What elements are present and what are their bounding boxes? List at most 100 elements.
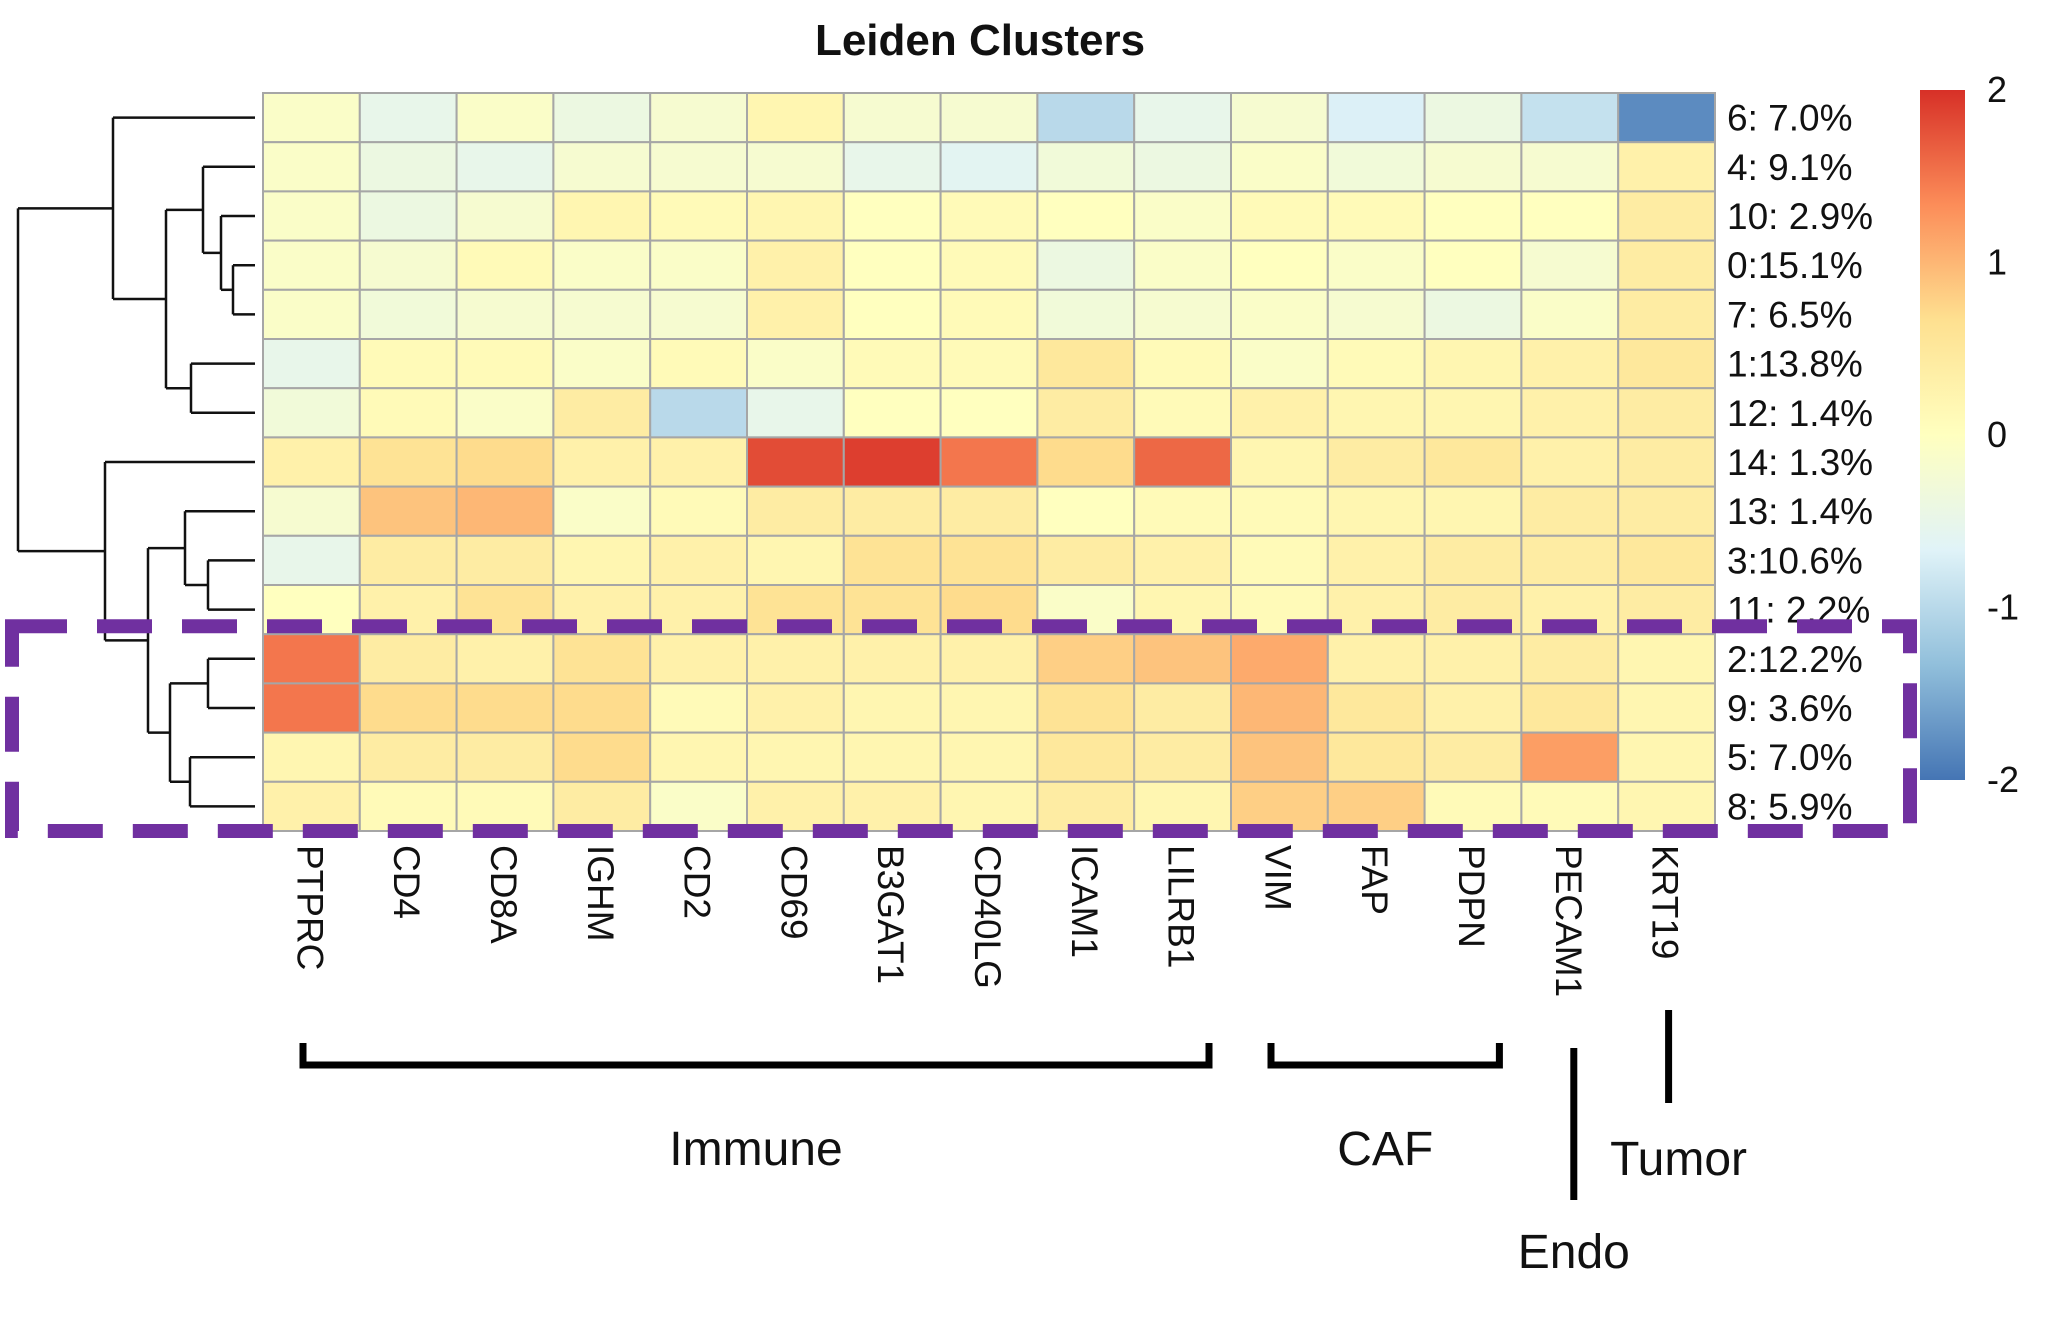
heatmap-cell-8-5-9-fap — [1326, 780, 1426, 832]
heatmap-cell-8-5-9-krt19 — [1617, 780, 1716, 832]
heatmap-cell-3-10-6-fap — [1326, 534, 1426, 586]
heatmap-cell-3-10-6-lilrb1 — [1133, 534, 1232, 586]
heatmap-cell-3-10-6-cd69 — [746, 534, 845, 586]
heatmap-cell-14-1-3-b3gat1 — [842, 436, 942, 488]
row-label: 9: 3.6% — [1727, 688, 1852, 729]
heatmap-cell-9-3-6-pdpn — [1423, 682, 1523, 734]
heatmap-cell-10-2-9-b3gat1 — [842, 190, 942, 242]
heatmap-cells — [262, 92, 1716, 832]
heatmap-cell-10-2-9-cd8a — [455, 190, 555, 242]
row-label: 6: 7.0% — [1727, 98, 1852, 139]
group-bracket-caf — [1267, 1043, 1503, 1069]
heatmap-cell-9-3-6-b3gat1 — [842, 682, 942, 734]
legend-tick-label: 0 — [1987, 414, 2007, 455]
heatmap-cell-0-15-1-krt19 — [1617, 239, 1716, 291]
heatmap-cell-10-2-9-ighm — [552, 190, 652, 242]
heatmap-cell-5-7-0-vim — [1230, 731, 1329, 783]
legend-tick-label: 2 — [1987, 69, 2007, 110]
heatmap-cell-2-12-2-ptprc — [262, 633, 361, 685]
heatmap-cell-5-7-0-krt19 — [1617, 731, 1716, 783]
heatmap-cell-13-1-4-lilrb1 — [1133, 485, 1232, 537]
heatmap-cell-1-13-8-krt19 — [1617, 338, 1716, 390]
column-label: ICAM1 — [1064, 845, 1105, 958]
heatmap-cell-13-1-4-cd2 — [649, 485, 749, 537]
heatmap-cell-8-5-9-vim — [1230, 780, 1329, 832]
heatmap-cell-7-6-5-pdpn — [1423, 288, 1523, 340]
heatmap-cell-2-12-2-b3gat1 — [842, 633, 942, 685]
heatmap-cell-5-7-0-cd40lg — [939, 731, 1039, 783]
heatmap-cell-4-9-1-b3gat1 — [842, 141, 942, 193]
heatmap-cell-12-1-4-cd40lg — [939, 387, 1039, 439]
heatmap-cell-10-2-9-cd2 — [649, 190, 749, 242]
heatmap-cell-9-3-6-cd69 — [746, 682, 845, 734]
heatmap-cell-13-1-4-pdpn — [1423, 485, 1523, 537]
heatmap-cell-1-13-8-pecam1 — [1520, 338, 1620, 390]
column-label: LILRB1 — [1161, 845, 1202, 968]
heatmap-cell-1-13-8-pdpn — [1423, 338, 1523, 390]
heatmap-cell-9-3-6-fap — [1326, 682, 1426, 734]
heatmap-cell-4-9-1-ptprc — [262, 141, 361, 193]
column-label: CD69 — [773, 845, 814, 940]
heatmap-cell-0-15-1-pecam1 — [1520, 239, 1620, 291]
heatmap-cell-5-7-0-b3gat1 — [842, 731, 942, 783]
heatmap-cell-6-7-0-icam1 — [1036, 92, 1136, 144]
legend-tick-label: -1 — [1987, 587, 2019, 628]
heatmap-cell-3-10-6-vim — [1230, 534, 1329, 586]
heatmap-cell-2-12-2-cd4 — [358, 633, 458, 685]
heatmap-cell-5-7-0-icam1 — [1036, 731, 1136, 783]
row-label: 7: 6.5% — [1727, 294, 1852, 335]
heatmap-cell-7-6-5-cd40lg — [939, 288, 1039, 340]
heatmap-cell-8-5-9-ighm — [552, 780, 652, 832]
row-label: 2:12.2% — [1727, 639, 1863, 680]
heatmap-cell-14-1-3-cd4 — [358, 436, 458, 488]
heatmap-cell-10-2-9-lilrb1 — [1133, 190, 1232, 242]
heatmap-cell-5-7-0-lilrb1 — [1133, 731, 1232, 783]
heatmap-cell-14-1-3-cd8a — [455, 436, 555, 488]
heatmap-cell-13-1-4-cd69 — [746, 485, 845, 537]
column-label: CD8A — [483, 845, 524, 944]
heatmap-cell-6-7-0-pecam1 — [1520, 92, 1620, 144]
heatmap-cell-12-1-4-pecam1 — [1520, 387, 1620, 439]
heatmap-cell-0-15-1-cd40lg — [939, 239, 1039, 291]
column-label: KRT19 — [1645, 845, 1686, 960]
heatmap-cell-6-7-0-cd8a — [455, 92, 555, 144]
heatmap-cell-10-2-9-pdpn — [1423, 190, 1523, 242]
heatmap-cell-8-5-9-cd69 — [746, 780, 845, 832]
heatmap-cell-5-7-0-fap — [1326, 731, 1426, 783]
color-legend: 2 1 0 -1 -2 — [1920, 69, 2019, 800]
heatmap-cell-12-1-4-cd4 — [358, 387, 458, 439]
heatmap-cell-8-5-9-ptprc — [262, 780, 361, 832]
heatmap-cell-13-1-4-b3gat1 — [842, 485, 942, 537]
heatmap-cell-1-13-8-cd69 — [746, 338, 845, 390]
row-label: 1:13.8% — [1727, 344, 1863, 385]
heatmap-cell-7-6-5-ptprc — [262, 288, 361, 340]
row-label: 3:10.6% — [1727, 540, 1863, 581]
heatmap-cell-14-1-3-pecam1 — [1520, 436, 1620, 488]
heatmap-cell-9-3-6-cd2 — [649, 682, 749, 734]
heatmap-cell-6-7-0-b3gat1 — [842, 92, 942, 144]
row-label: 8: 5.9% — [1727, 786, 1852, 827]
heatmap-cell-2-12-2-cd8a — [455, 633, 555, 685]
heatmap-cell-0-15-1-fap — [1326, 239, 1426, 291]
heatmap-cell-7-6-5-ighm — [552, 288, 652, 340]
legend-tick-label: -2 — [1987, 759, 2019, 800]
heatmap-cell-1-13-8-cd2 — [649, 338, 749, 390]
heatmap-cell-9-3-6-cd8a — [455, 682, 555, 734]
row-label: 0:15.1% — [1727, 245, 1863, 286]
heatmap-cell-7-6-5-lilrb1 — [1133, 288, 1232, 340]
heatmap-cell-2-12-2-icam1 — [1036, 633, 1136, 685]
heatmap-cell-10-2-9-pecam1 — [1520, 190, 1620, 242]
heatmap-cell-5-7-0-pecam1 — [1520, 731, 1620, 783]
chart-title: Leiden Clusters — [815, 16, 1145, 65]
row-labels: 6: 7.0% 4: 9.1% 10: 2.9% 0:15.1% 7: 6.5% 1:13… — [1727, 98, 1873, 828]
heatmap-cell-6-7-0-pdpn — [1423, 92, 1523, 144]
heatmap-cell-0-15-1-cd69 — [746, 239, 845, 291]
column-groups: Immune CAF Endo Tumor — [299, 1010, 1747, 1279]
heatmap-cell-12-1-4-cd2 — [649, 387, 749, 439]
heatmap-cell-5-7-0-ptprc — [262, 731, 361, 783]
heatmap-cell-2-12-2-cd2 — [649, 633, 749, 685]
row-label: 13: 1.4% — [1727, 491, 1873, 532]
heatmap-cell-12-1-4-cd8a — [455, 387, 555, 439]
column-label: FAP — [1354, 845, 1395, 915]
